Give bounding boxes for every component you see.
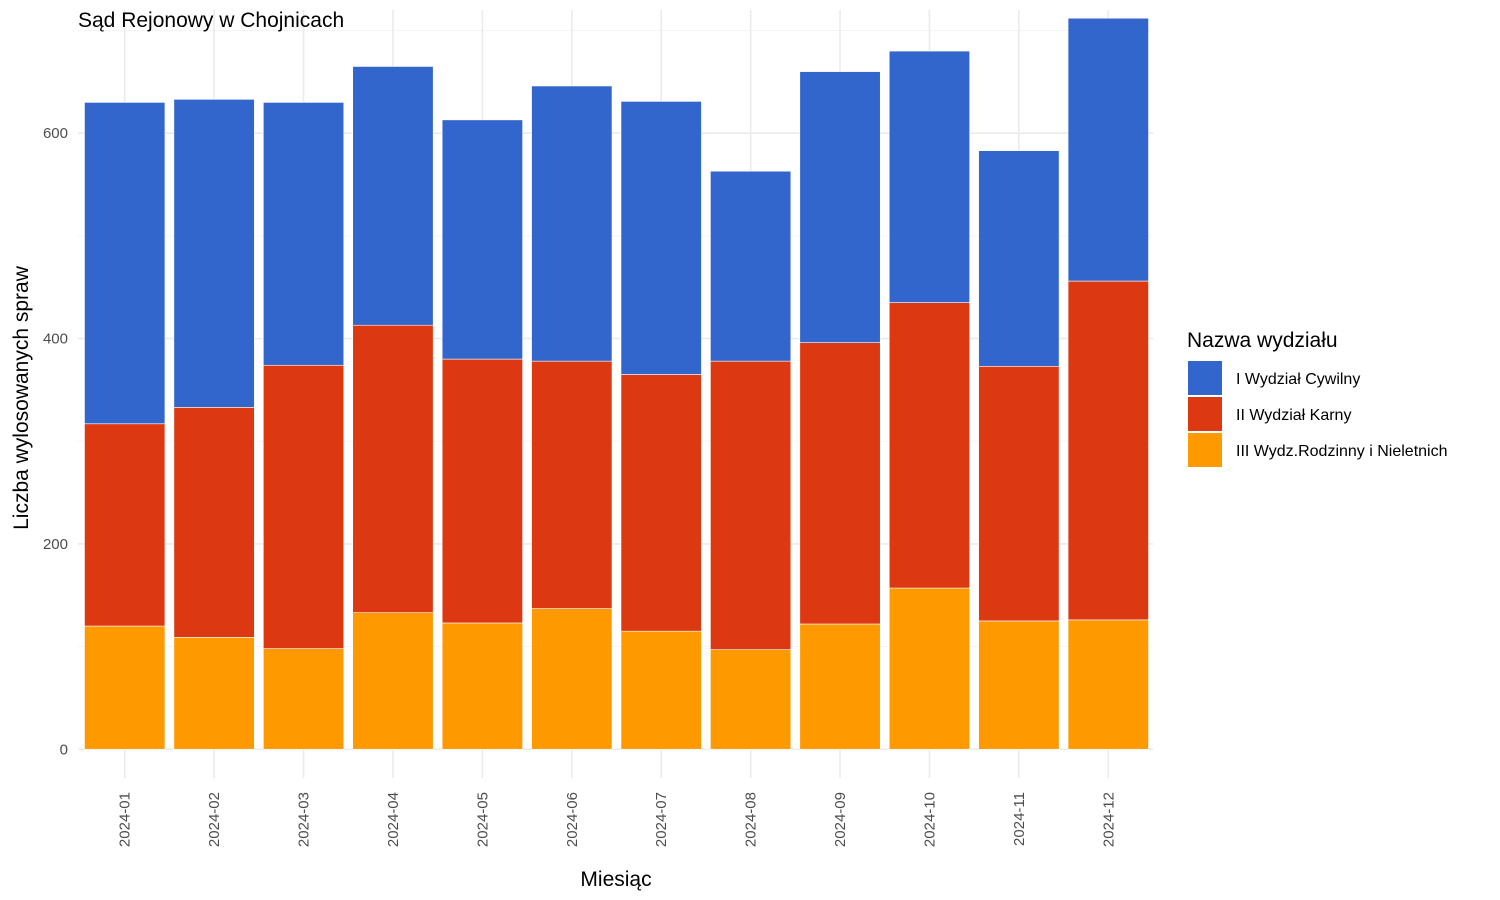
- bar-segment: [84, 625, 166, 750]
- bar-segment: [620, 101, 702, 375]
- bar-segment: [531, 608, 613, 750]
- legend-label: I Wydział Cywilny: [1236, 371, 1360, 388]
- bar-segment: [441, 622, 523, 750]
- x-tick-label: 2024-09: [832, 792, 849, 847]
- bar-segment: [352, 612, 434, 750]
- legend-key: [1188, 361, 1222, 395]
- bar-segment: [978, 620, 1060, 750]
- legend-title: Nazwa wydziału: [1187, 329, 1338, 352]
- y-tick-label: 400: [43, 331, 68, 348]
- legend-label: II Wydział Karny: [1236, 407, 1351, 424]
- bar-segment: [620, 374, 702, 632]
- chart-title: Sąd Rejonowy w Chojnicach: [78, 9, 344, 32]
- bar-segment: [352, 66, 434, 326]
- legend: Nazwa wydziału I Wydział Cywilny II Wydzi…: [1187, 329, 1448, 467]
- bar-segment: [173, 637, 255, 750]
- y-tick-label: 200: [43, 536, 68, 553]
- x-tick-label: 2024-01: [117, 792, 134, 847]
- bar-segment: [978, 365, 1060, 622]
- bar-segment: [263, 102, 345, 366]
- bar-segment: [978, 150, 1060, 367]
- x-tick-label: 2024-03: [296, 792, 313, 847]
- bar-segment: [84, 102, 166, 425]
- bar-segment: [173, 99, 255, 408]
- bar-segment: [1067, 619, 1149, 750]
- legend-key: [1188, 433, 1222, 467]
- bar-segment: [263, 648, 345, 750]
- y-axis-title: Liczba wylosowanych spraw: [10, 265, 33, 530]
- bar-segment: [710, 170, 792, 362]
- bar-segment: [799, 71, 881, 343]
- x-tick-label: 2024-12: [1100, 792, 1117, 847]
- bar-segment: [799, 342, 881, 625]
- bar-segment: [352, 324, 434, 613]
- bar-segment: [531, 360, 613, 609]
- legend-key: [1188, 397, 1222, 431]
- legend-label: III Wydz.Rodzinny i Nieletnich: [1236, 443, 1448, 460]
- bars: [84, 17, 1149, 750]
- bar-segment: [620, 630, 702, 750]
- x-tick-label: 2024-06: [564, 792, 581, 847]
- x-axis-title: Miesiąc: [580, 868, 651, 891]
- x-axis-ticks: 2024-01 2024-02 2024-03 2024-04 2024-05 2024-…: [117, 792, 1118, 847]
- x-tick-label: 2024-08: [743, 792, 760, 847]
- bar-segment: [888, 302, 970, 589]
- bar-segment: [710, 360, 792, 650]
- bar-segment: [441, 119, 523, 360]
- x-tick-label: 2024-04: [385, 792, 402, 847]
- bar-segment: [173, 407, 255, 638]
- bar-segment: [888, 587, 970, 750]
- y-axis-ticks: 0 200 400 600: [43, 125, 68, 758]
- x-tick-label: 2024-05: [474, 792, 491, 847]
- bar-segment: [1067, 17, 1149, 282]
- bar-segment: [441, 358, 523, 624]
- y-tick-label: 0: [60, 741, 68, 758]
- bar-segment: [531, 85, 613, 362]
- bar-segment: [84, 423, 166, 627]
- bar-segment: [888, 50, 970, 303]
- x-tick-label: 2024-07: [653, 792, 670, 847]
- x-tick-label: 2024-10: [921, 792, 938, 847]
- bar-segment: [799, 623, 881, 750]
- bar-segment: [1067, 280, 1149, 621]
- x-tick-label: 2024-11: [1011, 792, 1028, 846]
- bar-segment: [710, 649, 792, 750]
- bar-segment: [263, 364, 345, 649]
- y-tick-label: 600: [43, 125, 68, 142]
- x-tick-label: 2024-02: [206, 792, 223, 847]
